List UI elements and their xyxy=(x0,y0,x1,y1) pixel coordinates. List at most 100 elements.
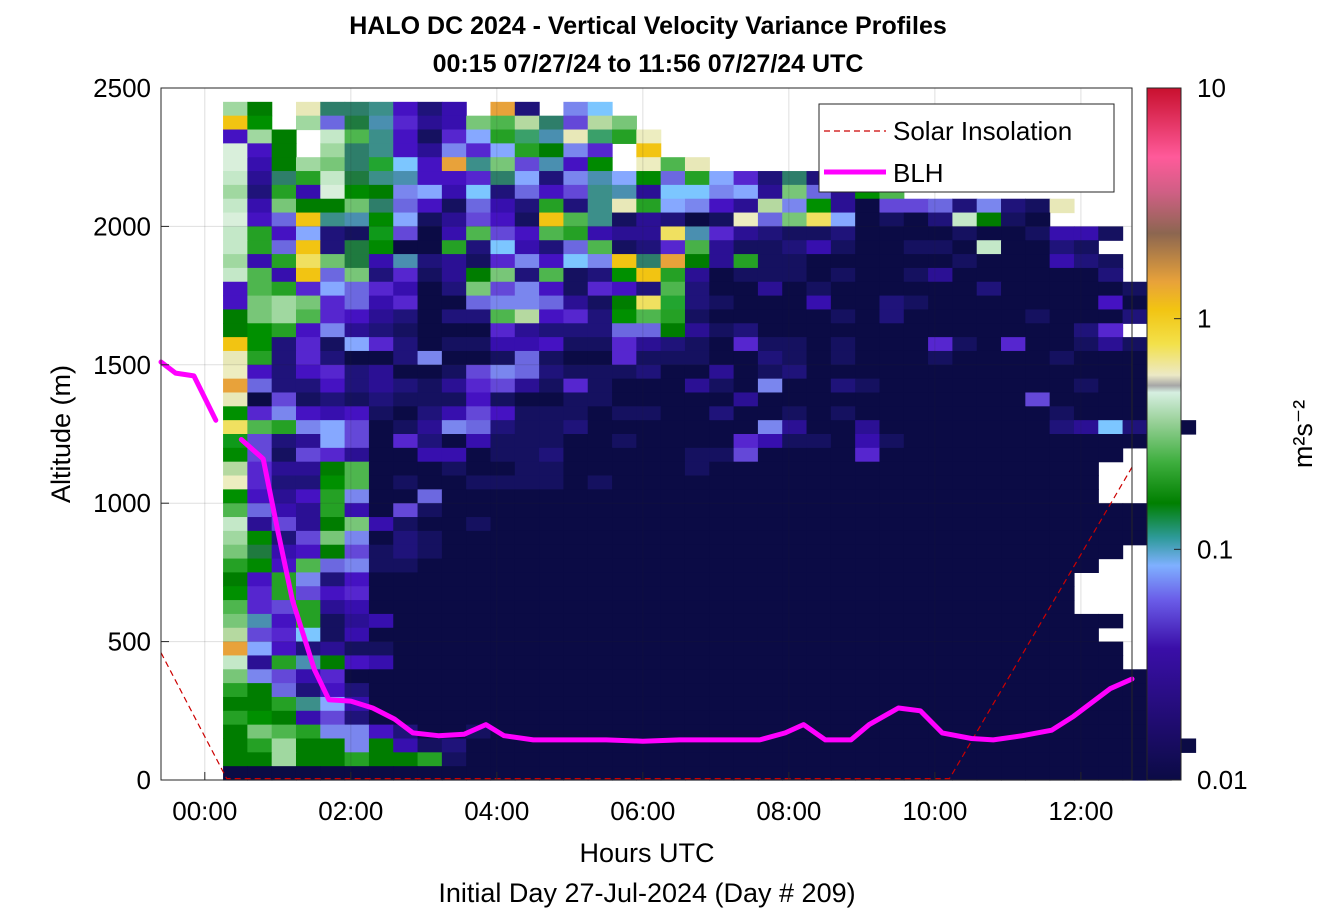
heatmap-cell xyxy=(636,309,662,324)
heatmap-cell xyxy=(879,669,905,684)
heatmap-cell xyxy=(247,738,273,753)
heatmap-cell xyxy=(636,254,662,269)
heatmap-cell xyxy=(976,323,1002,338)
heatmap-cell xyxy=(928,475,953,490)
heatmap-cell xyxy=(879,655,905,670)
heatmap-cell xyxy=(295,254,321,269)
heatmap-cell xyxy=(879,198,905,214)
heatmap-cell xyxy=(514,364,540,380)
colorbar-tick-label: 0.1 xyxy=(1197,534,1233,564)
x-tick-label: 10:00 xyxy=(902,796,967,826)
heatmap-cell xyxy=(441,350,467,366)
heatmap-cell xyxy=(563,323,589,338)
heatmap-cell xyxy=(1098,420,1124,435)
heatmap-cell xyxy=(344,489,370,504)
heatmap-cell xyxy=(636,157,662,172)
heatmap-cell xyxy=(514,600,540,615)
heatmap-cell xyxy=(393,212,419,227)
heatmap-cell xyxy=(709,392,735,407)
heatmap-cell xyxy=(928,586,953,601)
heatmap-cell xyxy=(976,212,1002,227)
heatmap-cell xyxy=(490,420,516,435)
heatmap-cell xyxy=(928,544,953,560)
heatmap-cell xyxy=(344,392,370,407)
x-tick-label: 02:00 xyxy=(318,796,383,826)
heatmap-cell xyxy=(855,738,881,753)
heatmap-cell xyxy=(709,267,735,283)
heatmap-cell xyxy=(466,350,492,366)
heatmap-cell xyxy=(903,613,929,629)
heatmap-cell xyxy=(1122,530,1148,546)
heatmap-cell xyxy=(1001,198,1026,214)
heatmap-cell xyxy=(903,669,929,684)
heatmap-cell xyxy=(223,115,248,131)
heatmap-cell xyxy=(466,752,492,767)
x-axis-ticks: 00:00 02:00 04:00 06:00 08:00 10:00 12:00 xyxy=(172,772,1113,826)
heatmap-cell xyxy=(587,115,613,131)
heatmap-cell xyxy=(539,710,565,726)
heatmap-cell xyxy=(587,710,613,726)
legend[interactable]: Solar Insolation BLH xyxy=(818,103,1115,193)
heatmap-cell xyxy=(247,544,273,560)
heatmap-cell xyxy=(903,461,929,477)
heatmap-cell xyxy=(223,392,248,407)
heatmap-cell xyxy=(466,696,492,712)
heatmap-cell xyxy=(441,129,467,144)
heatmap-cell xyxy=(976,378,1002,394)
heatmap-cell xyxy=(393,572,419,587)
heatmap-cell xyxy=(466,683,492,698)
heatmap-cell xyxy=(539,683,565,698)
heatmap-cell xyxy=(806,558,832,573)
heatmap-cell xyxy=(514,683,540,698)
heatmap-cell xyxy=(709,544,735,560)
heatmap-cell xyxy=(1049,254,1075,269)
heatmap-cell xyxy=(539,309,565,324)
heatmap-cell xyxy=(660,392,686,407)
heatmap-cell xyxy=(271,655,297,670)
heatmap-cell xyxy=(441,447,467,463)
heatmap-cell xyxy=(928,420,953,435)
heatmap-cell xyxy=(684,600,710,615)
heatmap-cell xyxy=(709,461,735,477)
heatmap-cell xyxy=(709,710,735,726)
heatmap-cell xyxy=(417,364,443,380)
heatmap-cell xyxy=(855,530,881,546)
heatmap-cell xyxy=(587,378,613,394)
heatmap-cell xyxy=(976,447,1002,463)
heatmap-cell xyxy=(1025,240,1051,255)
heatmap-cell xyxy=(295,157,321,172)
heatmap-cell xyxy=(684,434,710,449)
heatmap-cell xyxy=(709,198,735,214)
heatmap-cell xyxy=(320,337,346,352)
heatmap-cell xyxy=(1049,503,1075,518)
heatmap-cell xyxy=(563,655,589,670)
heatmap-cell xyxy=(1001,641,1026,657)
heatmap-cell xyxy=(563,724,589,740)
heatmap-cell xyxy=(660,655,686,670)
heatmap-cell xyxy=(1098,724,1124,740)
heatmap-cell xyxy=(417,766,443,781)
heatmap-cell xyxy=(247,254,273,269)
heatmap-cell xyxy=(855,267,881,283)
heatmap-cell xyxy=(393,364,419,380)
heatmap-cell xyxy=(1025,434,1051,449)
heatmap-cell xyxy=(223,600,248,615)
heatmap-cell xyxy=(806,378,832,394)
heatmap-cell xyxy=(490,572,516,587)
heatmap-cell xyxy=(1025,752,1051,767)
heatmap-cell xyxy=(1049,337,1075,352)
heatmap-cell xyxy=(539,420,565,435)
heatmap-cell xyxy=(271,309,297,324)
heatmap-cell xyxy=(782,309,808,324)
heatmap-cell xyxy=(295,503,321,518)
heatmap-cell xyxy=(441,627,467,643)
heatmap-cell xyxy=(344,364,370,380)
colorbar-tick-label: 1 xyxy=(1197,304,1211,334)
heatmap-cell xyxy=(976,586,1002,601)
heatmap-cell xyxy=(490,267,516,283)
heatmap-cell xyxy=(709,364,735,380)
heatmap-cell xyxy=(466,337,492,352)
heatmap-cell xyxy=(1025,530,1051,546)
heatmap-cell xyxy=(928,364,953,380)
heatmap-cell xyxy=(1122,392,1148,407)
